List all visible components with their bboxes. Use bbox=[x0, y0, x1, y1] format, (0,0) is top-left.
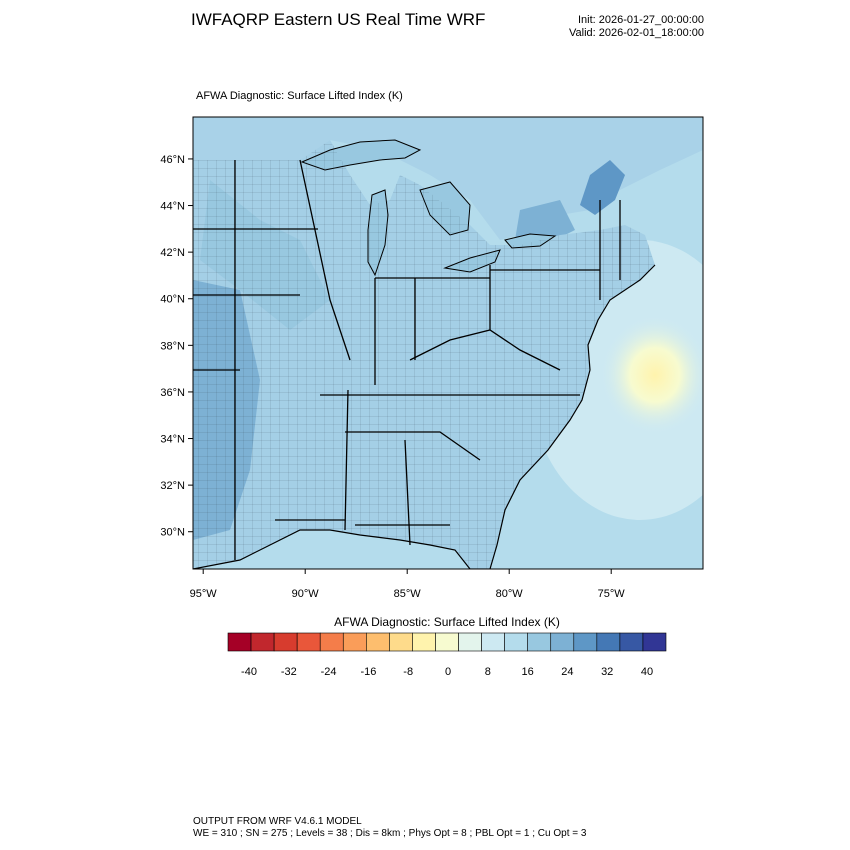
colorbar-title: AFWA Diagnostic: Surface Lifted Index (K… bbox=[334, 615, 560, 629]
lon-label: 95°W bbox=[190, 588, 218, 600]
colorbar-label: 32 bbox=[601, 666, 613, 678]
colorbar-swatch bbox=[481, 632, 505, 652]
lat-label: 36°N bbox=[160, 387, 185, 399]
latitude-axis: 46°N 44°N 42°N 40°N 38°N 36°N 34°N 32°N 30°N bbox=[160, 154, 193, 539]
colorbar-swatch bbox=[573, 632, 598, 652]
map-frame bbox=[192, 116, 704, 570]
colorbar-label: 16 bbox=[521, 666, 533, 678]
colorbar-swatch bbox=[366, 632, 390, 652]
colorbar-swatch bbox=[342, 632, 367, 652]
lon-label: 75°W bbox=[598, 588, 626, 600]
lat-label: 42°N bbox=[160, 247, 185, 259]
colorbar-label: 40 bbox=[641, 666, 653, 678]
colorbar-swatch bbox=[504, 632, 528, 652]
colorbar-swatch bbox=[250, 632, 275, 652]
colorbar-label: 24 bbox=[561, 666, 573, 678]
warm-core-field bbox=[600, 315, 703, 435]
colorbar-swatch bbox=[527, 632, 552, 652]
lat-label: 44°N bbox=[160, 201, 185, 213]
colorbar-swatch bbox=[619, 632, 644, 652]
colorbar-label: -32 bbox=[281, 666, 297, 678]
longitude-axis: 95°W 90°W 85°W 80°W 75°W bbox=[190, 569, 626, 600]
atlantic-coastline bbox=[489, 264, 656, 569]
colorbar-swatch bbox=[412, 632, 436, 652]
lat-label: 32°N bbox=[160, 480, 185, 492]
cold-pool-field bbox=[580, 160, 625, 215]
lat-label: 38°N bbox=[160, 340, 185, 352]
colorbar-swatch bbox=[596, 632, 621, 652]
map-subtitle: AFWA Diagnostic: Surface Lifted Index (K… bbox=[196, 90, 403, 102]
canada-field bbox=[193, 117, 703, 240]
colorbar-swatch bbox=[389, 632, 413, 652]
colorbar-label: -40 bbox=[241, 666, 257, 678]
valid-time: Valid: 2026-02-01_18:00:00 bbox=[569, 27, 704, 39]
run-info: Init: 2026-01-27_00:00:00 Valid: 2026-02… bbox=[540, 14, 704, 40]
model-footer: OUTPUT FROM WRF V4.6.1 MODEL WE = 310 ; … bbox=[193, 816, 586, 840]
lon-label: 85°W bbox=[394, 588, 422, 600]
colorbar-swatch bbox=[296, 632, 321, 652]
colorbar-swatch bbox=[550, 632, 575, 652]
colorbar-swatch bbox=[458, 632, 482, 652]
colorbar-swatch bbox=[642, 632, 667, 652]
county-borders bbox=[193, 140, 655, 569]
footer-grid-info: WE = 310 ; SN = 275 ; Levels = 38 ; Dis … bbox=[193, 828, 587, 839]
colorbar-swatch bbox=[227, 632, 252, 652]
gulf-coastline bbox=[193, 529, 471, 569]
colorbar-swatch bbox=[435, 632, 459, 652]
state-borders bbox=[193, 159, 621, 560]
colorbar-label: 0 bbox=[445, 666, 451, 678]
lat-label: 34°N bbox=[160, 434, 185, 446]
colorbar-label: -16 bbox=[360, 666, 376, 678]
lat-label: 30°N bbox=[160, 527, 185, 539]
map-area bbox=[193, 117, 703, 569]
lat-label: 46°N bbox=[160, 154, 185, 166]
init-time: Init: 2026-01-27_00:00:00 bbox=[578, 14, 704, 26]
colorbar bbox=[227, 632, 667, 652]
footer-model: OUTPUT FROM WRF V4.6.1 MODEL bbox=[193, 816, 362, 827]
colorbar-label: 8 bbox=[485, 666, 491, 678]
lon-label: 80°W bbox=[496, 588, 524, 600]
colorbar-swatch bbox=[319, 632, 344, 652]
colorbar-labels: -40 -32 -24 -16 -8 0 8 16 24 32 40 bbox=[241, 666, 653, 678]
colorbar-label: -24 bbox=[321, 666, 337, 678]
colorbar-label: -8 bbox=[403, 666, 413, 678]
lon-label: 90°W bbox=[292, 588, 320, 600]
colorbar-swatch bbox=[273, 632, 298, 652]
page-title: IWFAQRP Eastern US Real Time WRF bbox=[191, 10, 486, 29]
lat-label: 40°N bbox=[160, 294, 185, 306]
